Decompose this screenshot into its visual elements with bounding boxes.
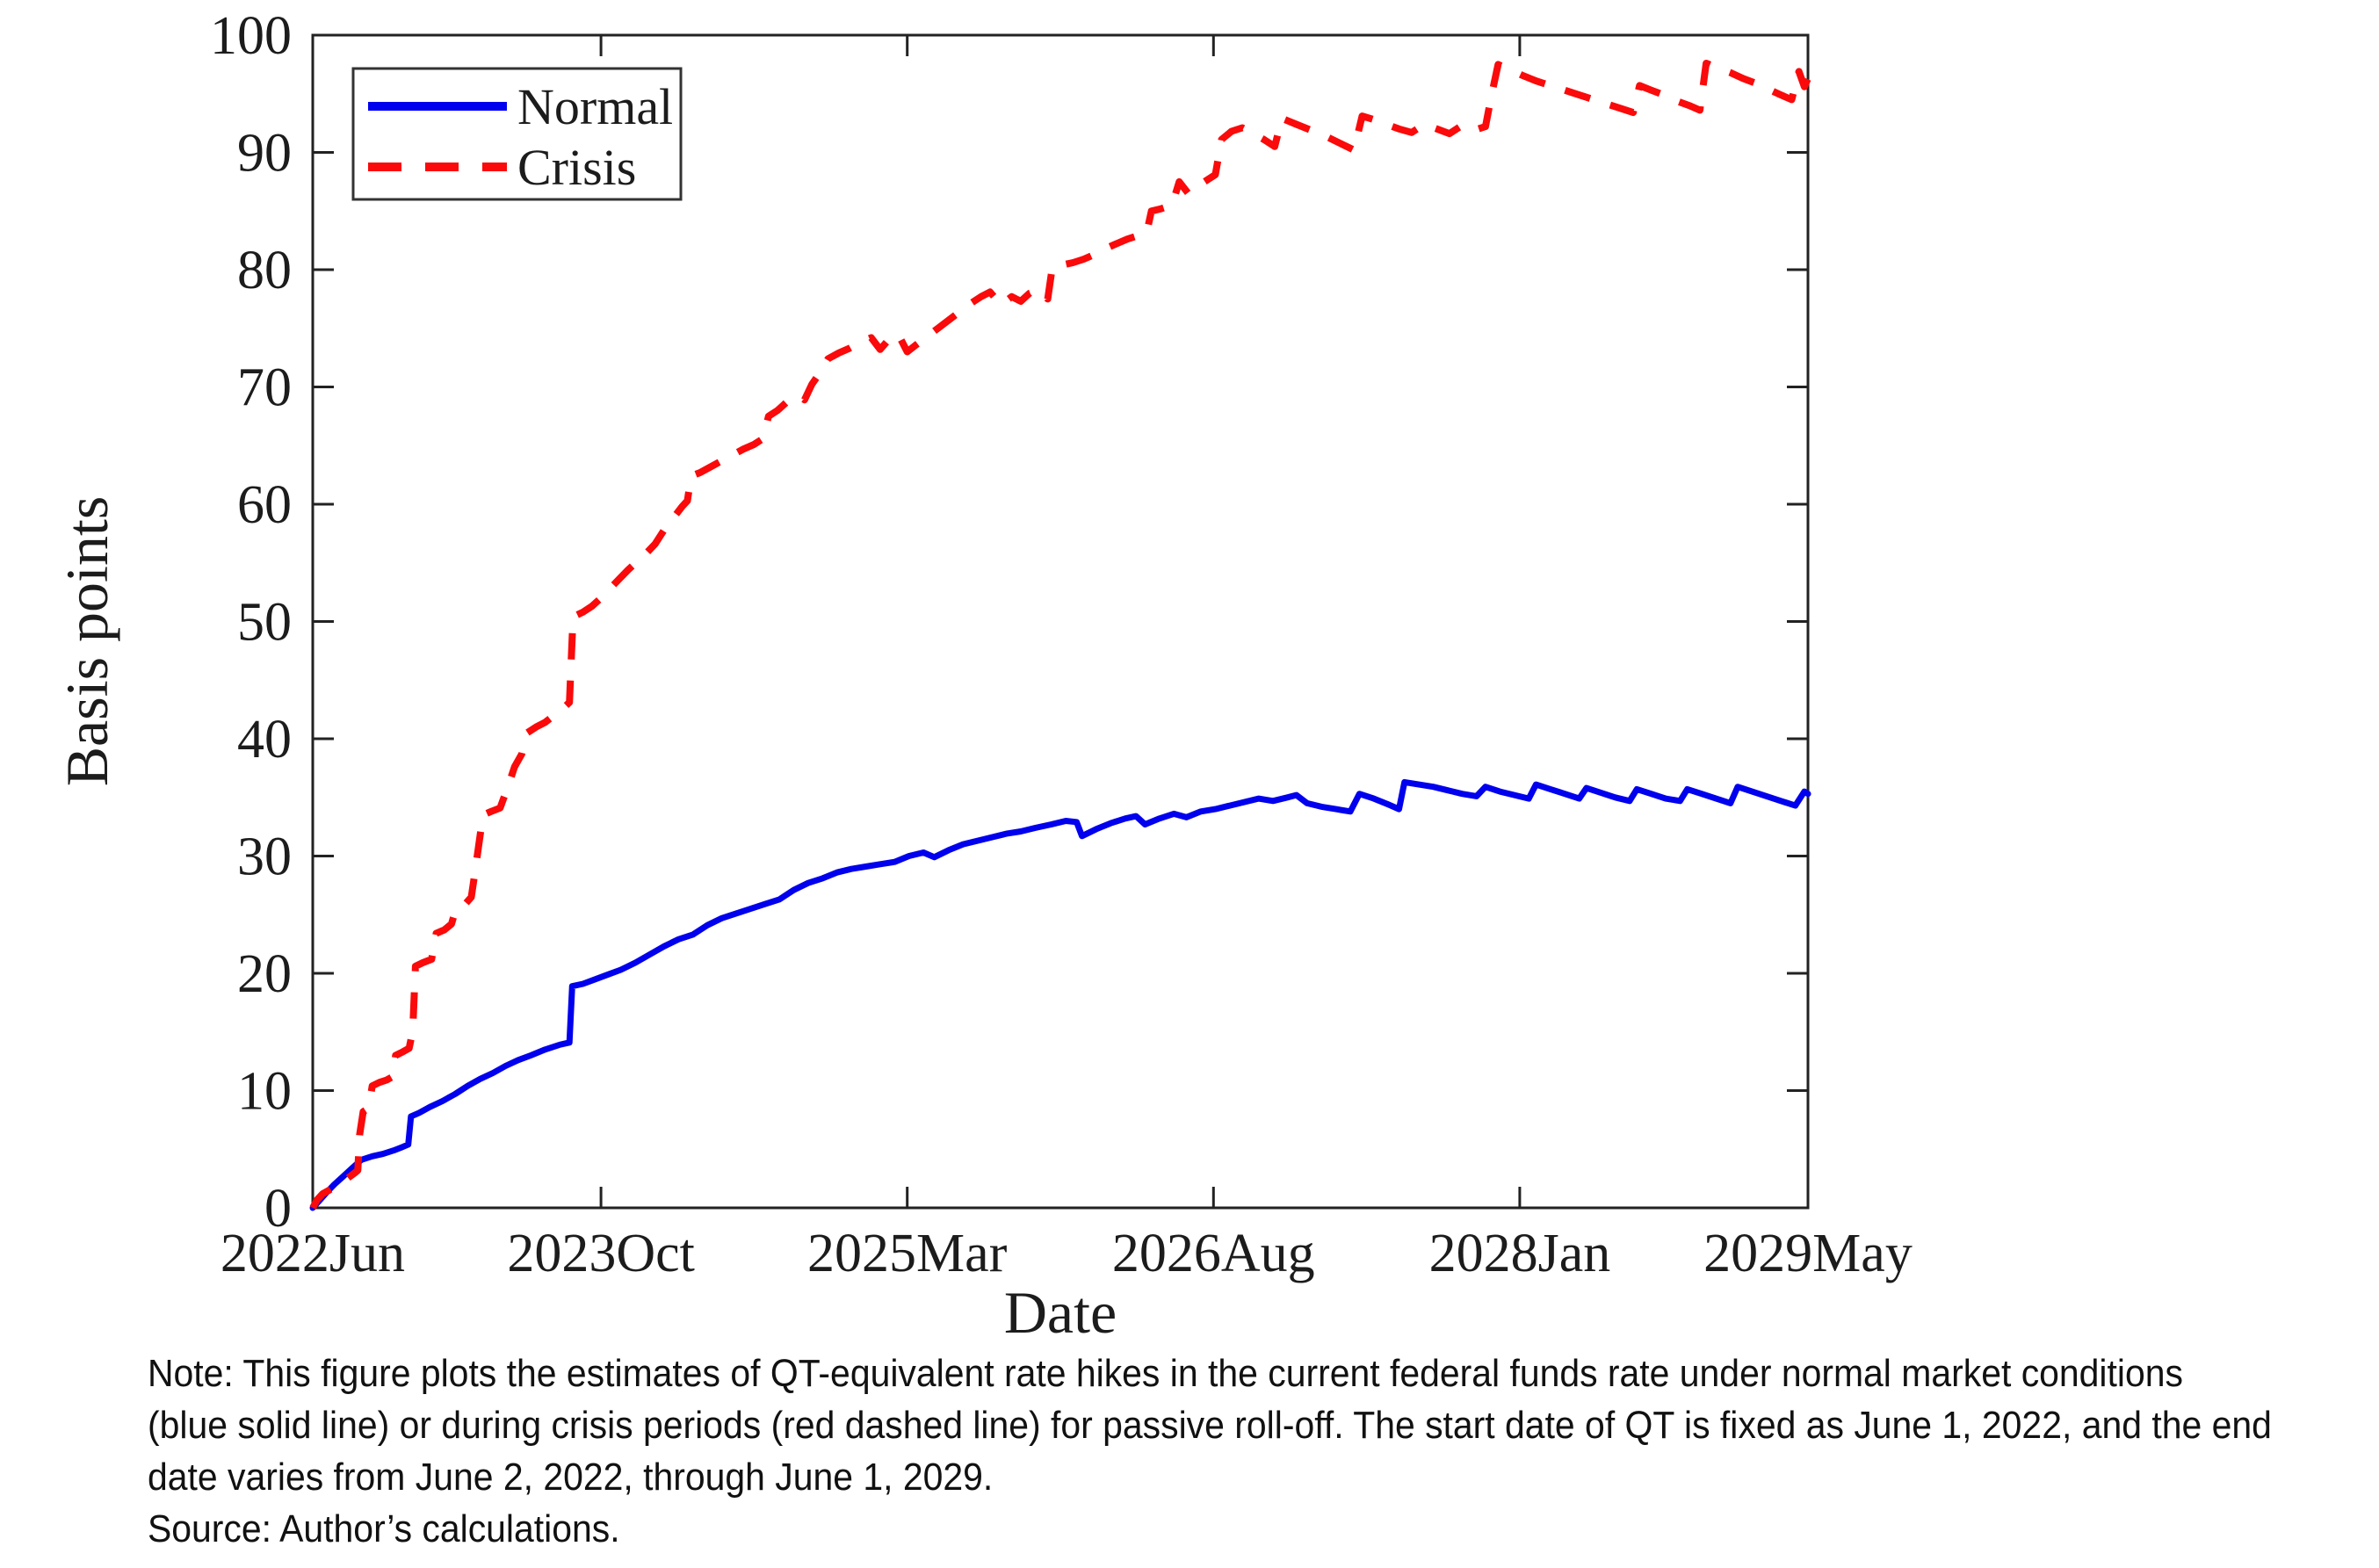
x-tick-label-2025Mar: 2025Mar	[807, 1224, 1008, 1283]
x-tick-label-2023Oct: 2023Oct	[507, 1224, 695, 1283]
data-series-layer	[309, 60, 1811, 1211]
normal-series-line	[309, 778, 1811, 1211]
legend-label-normal: Normal	[517, 78, 673, 135]
y-tick-label-100: 100	[210, 6, 292, 66]
x-tick-label-2029May: 2029May	[1703, 1224, 1913, 1283]
y-axis-title: Basis points	[54, 496, 120, 787]
y-tick-label-20: 20	[237, 944, 292, 1004]
note-line: date varies from June 2, 2022, through J…	[148, 1456, 994, 1499]
legend-label-crisis: Crisis	[517, 139, 636, 196]
note-line: (blue solid line) or during crisis perio…	[148, 1404, 2272, 1447]
x-tick-label-2026Aug: 2026Aug	[1112, 1224, 1315, 1283]
y-tick-label-80: 80	[237, 241, 292, 300]
note-line: Note: This figure plots the estimates of…	[148, 1352, 2183, 1395]
x-tick-label-2028Jan: 2028Jan	[1429, 1224, 1611, 1283]
axis-ticks	[311, 33, 1810, 1210]
axis-tick-labels: 0 10 20 30 40 50 60 70 80 90 100 2022Jun 2023Oct 2025…	[210, 6, 1913, 1283]
y-tick-label-40: 40	[237, 710, 292, 770]
y-tick-label-90: 90	[237, 124, 292, 184]
crisis-series-line	[309, 60, 1811, 1210]
y-tick-label-60: 60	[237, 475, 292, 535]
figure-note: Note: This figure plots the estimates of…	[148, 1348, 2272, 1555]
note-line: Source: Author’s calculations.	[148, 1507, 620, 1550]
legend: Normal Crisis	[351, 67, 683, 201]
y-tick-label-10: 10	[237, 1062, 292, 1122]
y-tick-label-70: 70	[237, 358, 292, 418]
legend-box	[351, 67, 683, 201]
y-tick-label-30: 30	[237, 827, 292, 887]
y-tick-label-0: 0	[264, 1179, 292, 1239]
x-axis-title: Date	[1004, 1279, 1117, 1346]
x-tick-label-2022Jun: 2022Jun	[221, 1224, 405, 1283]
y-tick-label-50: 50	[237, 593, 292, 653]
plot-border	[311, 33, 1810, 1210]
